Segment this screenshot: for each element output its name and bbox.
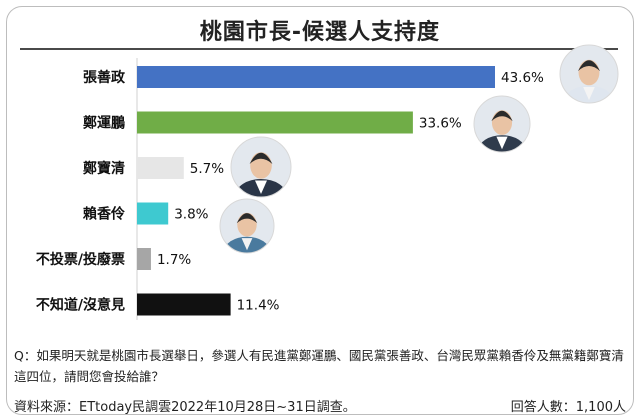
value-label-4: 1.7% bbox=[157, 252, 191, 268]
data-source: 資料來源：ETtoday民調雲2022年10月28日~31日調查。 bbox=[14, 400, 356, 415]
value-label-1: 33.6% bbox=[419, 116, 462, 132]
bar-4 bbox=[137, 248, 151, 270]
respondent-count: 回答人數：1,100人 bbox=[510, 400, 626, 415]
bar-0 bbox=[137, 66, 495, 88]
value-label-2: 5.7% bbox=[190, 161, 224, 177]
category-label-1: 鄭運鵬 bbox=[83, 115, 125, 132]
category-label-0: 張善政 bbox=[83, 69, 126, 86]
title-underline bbox=[20, 48, 618, 50]
category-label-3: 賴香伶 bbox=[83, 206, 125, 223]
survey-question: Q：如果明天就是桃園市長選舉日，參選人有民進黨鄭運鵬、國民黨張善政、台灣民眾黨賴… bbox=[14, 348, 624, 384]
category-label-4: 不投票/投廢票 bbox=[36, 251, 125, 268]
category-label-2: 鄭寶清 bbox=[83, 160, 125, 177]
candidate-photo-2 bbox=[230, 136, 292, 198]
bar-2 bbox=[137, 157, 184, 179]
bars-group bbox=[137, 66, 495, 316]
candidate-photo-3 bbox=[219, 198, 275, 254]
bar-1 bbox=[137, 111, 413, 134]
category-label-5: 不知道/沒意見 bbox=[36, 297, 125, 314]
value-label-3: 3.8% bbox=[174, 207, 208, 223]
bar-5 bbox=[137, 293, 231, 316]
candidate-photo-0 bbox=[559, 44, 619, 104]
value-labels-group: 43.6% 33.6% 5.7% 3.8% 1.7% 11.4% bbox=[157, 70, 544, 314]
candidate-photo-1 bbox=[473, 95, 531, 153]
bar-3 bbox=[137, 202, 169, 225]
chart-title: 桃園市長-候選人支持度 bbox=[199, 20, 441, 45]
candidate-photos-group bbox=[219, 44, 619, 254]
value-label-0: 43.6% bbox=[501, 70, 544, 86]
value-label-5: 11.4% bbox=[237, 298, 280, 314]
